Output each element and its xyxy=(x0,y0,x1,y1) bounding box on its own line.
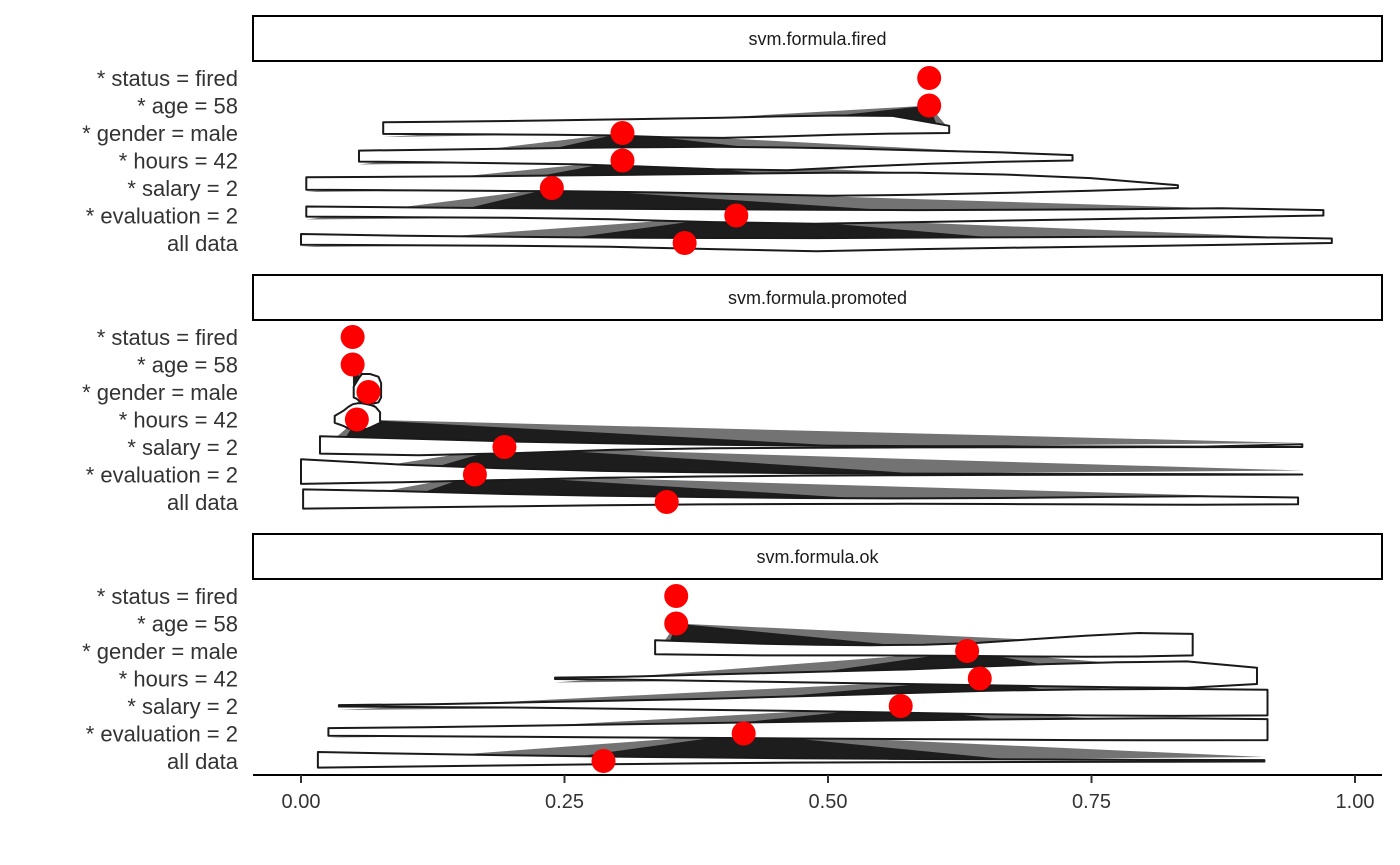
row-label: * hours = 42 xyxy=(119,149,238,174)
row-label: all data xyxy=(167,749,239,774)
panel-ok: svm.formula.ok * status = fired * age = 5… xyxy=(82,533,1383,774)
violin xyxy=(305,171,1179,197)
row-label: * salary = 2 xyxy=(127,694,238,719)
data-point xyxy=(731,721,756,746)
strip-box xyxy=(252,15,1383,62)
x-tick-label: 0.50 xyxy=(809,791,848,813)
row-label: * status = fired xyxy=(97,325,238,350)
data-point xyxy=(356,380,381,404)
violin xyxy=(300,233,1333,253)
data-point xyxy=(724,203,749,228)
row-label: * gender = male xyxy=(82,639,238,664)
panel-title: svm.formula.fired xyxy=(748,29,886,49)
x-tick-label: 0.75 xyxy=(1072,791,1111,813)
x-tick-label: 1.00 xyxy=(1336,791,1375,813)
violin xyxy=(302,488,1300,510)
strip-box xyxy=(252,533,1383,580)
data-point xyxy=(664,611,689,636)
data-point xyxy=(955,639,980,663)
row-label: * evaluation = 2 xyxy=(86,722,238,747)
row-label: * evaluation = 2 xyxy=(86,463,238,488)
data-point xyxy=(539,176,564,200)
panel-title: svm.formula.ok xyxy=(756,547,879,567)
row-label: * gender = male xyxy=(82,121,238,146)
row-label: * age = 58 xyxy=(137,353,238,378)
row-label: * salary = 2 xyxy=(127,435,238,460)
data-point xyxy=(672,231,697,255)
x-axis: 0.00 0.25 0.50 0.75 1.00 xyxy=(253,774,1382,813)
row-label: * hours = 42 xyxy=(119,408,238,433)
strip-box xyxy=(252,274,1383,321)
row-label: * status = fired xyxy=(97,66,238,91)
panel-title: svm.formula.promoted xyxy=(728,288,907,308)
data-point xyxy=(492,435,517,459)
violin xyxy=(654,632,1194,658)
row-label: * age = 58 xyxy=(137,612,238,637)
violin xyxy=(305,205,1325,225)
row-label: * evaluation = 2 xyxy=(86,204,238,229)
data-point xyxy=(344,407,369,432)
data-point xyxy=(917,93,942,118)
data-point xyxy=(654,490,679,514)
x-tick-label: 0.25 xyxy=(545,791,584,813)
data-point xyxy=(664,584,689,608)
violin xyxy=(337,687,1269,717)
data-point xyxy=(888,694,913,718)
row-label: * age = 58 xyxy=(137,94,238,119)
panel-fired: svm.formula.fired * status = fired * age … xyxy=(82,15,1383,256)
violin xyxy=(327,717,1269,742)
row-label: all data xyxy=(167,231,239,256)
violin xyxy=(318,435,1304,457)
data-point xyxy=(340,352,365,377)
data-point xyxy=(340,325,365,349)
data-point xyxy=(591,749,616,773)
data-point xyxy=(917,66,942,90)
row-label: * salary = 2 xyxy=(127,176,238,201)
row-label: * hours = 42 xyxy=(119,667,238,692)
data-point xyxy=(610,148,635,173)
panel-promoted: svm.formula.promoted * status = fired * a… xyxy=(82,274,1383,515)
violin xyxy=(300,458,1304,485)
data-point xyxy=(610,121,635,145)
violin xyxy=(357,145,1074,172)
x-tick-label: 0.00 xyxy=(282,791,321,813)
row-label: all data xyxy=(167,490,239,515)
row-label: * gender = male xyxy=(82,380,238,405)
violin xyxy=(382,114,951,139)
data-point xyxy=(967,666,992,691)
flow-ribbon-core xyxy=(530,733,1005,763)
data-point xyxy=(462,462,487,487)
row-label: * status = fired xyxy=(97,584,238,609)
violin xyxy=(554,660,1258,689)
